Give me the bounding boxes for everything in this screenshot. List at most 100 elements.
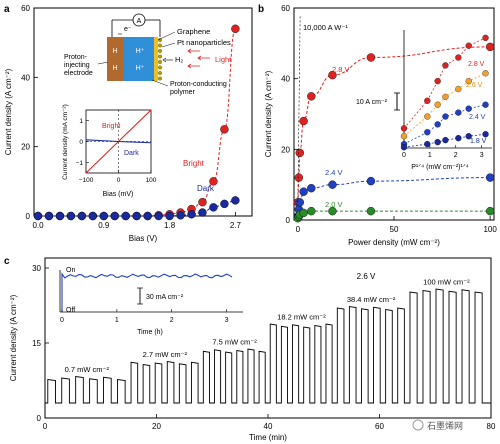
electrode-label-3: electrode <box>64 70 93 77</box>
inset-b-point <box>424 140 431 148</box>
pt-particle <box>157 54 162 59</box>
y-axis-label-c: Current density (A cm⁻²) <box>9 294 18 381</box>
h-atom-label-2: H <box>112 65 117 72</box>
light-label: Light <box>215 55 232 64</box>
x-tick-label-a: 0.9 <box>98 221 110 230</box>
pt-particle <box>157 49 162 54</box>
polymer-block <box>124 37 154 81</box>
inset-a-y-tick-label: 1 <box>79 118 83 125</box>
inset-c-on-label: On <box>66 267 75 274</box>
inset-b-point <box>465 42 472 49</box>
y-axis-label-b: Current density (A cm⁻²) <box>264 70 273 157</box>
data-point-b <box>485 206 495 216</box>
inset-c-x-tick-label: 0 <box>60 317 64 324</box>
inset-b-point <box>442 93 449 101</box>
watermark-logo-icon <box>412 419 424 431</box>
dark-label: Dark <box>197 184 215 193</box>
inset-b-label-1-8v: 1.8 V <box>470 138 487 145</box>
data-point-b <box>299 116 308 126</box>
inset-a-x-tick-label: 0 <box>117 177 121 184</box>
y-axis-label-a: Current density (A cm⁻²) <box>4 68 13 155</box>
inset-b-point <box>455 135 462 142</box>
inset-b-point <box>400 125 408 132</box>
inset-b-point <box>442 136 449 144</box>
data-point-dark <box>33 211 43 221</box>
pt-particle <box>157 43 162 48</box>
y-tick-label-b: 0 <box>286 216 291 225</box>
inset-b-point <box>424 129 431 136</box>
pt-label: Pt nanoparticles <box>177 38 231 47</box>
data-point-b <box>295 148 304 158</box>
x-tick-label-b: 50 <box>390 225 399 234</box>
watermark: 石墨烯网 <box>412 419 463 431</box>
inset-b-marks <box>400 34 489 151</box>
inset-c-scalebar-label: 30 mA cm⁻² <box>146 294 184 301</box>
bright-label: Bright <box>183 159 205 168</box>
inset-b-x-tick-label: 1 <box>428 152 432 159</box>
inset-b-label-2-8v: 2.8 V <box>468 61 485 68</box>
data-point-b <box>485 173 495 182</box>
scalebar-b: 10 A cm⁻² <box>356 92 400 111</box>
inset-b-point <box>424 113 431 120</box>
y-tick-label-c: 0 <box>37 414 42 423</box>
y-ticks-c: 0 15 30 <box>32 264 49 423</box>
inset-b-point <box>434 77 441 85</box>
graphene-layer <box>154 37 158 81</box>
x-axis-label-b: Power density (mW cm⁻²) <box>348 238 440 247</box>
watermark-text: 石墨烯网 <box>427 420 463 431</box>
power-label: 0.7 mW cm⁻² <box>65 365 110 374</box>
data-point-dark <box>132 211 141 221</box>
x-tick-label-c: 60 <box>375 422 384 431</box>
y-tick-label-a: 0 <box>26 212 31 221</box>
inset-b-point <box>434 101 441 108</box>
electrode-block <box>107 37 124 81</box>
x-axis-label-a: Bias (V) <box>129 234 158 243</box>
data-point-b <box>295 198 304 207</box>
inset-b: 0 1 2 3 P¹ᐟ⁴ (mW cm⁻²)¹ᐟ⁴ 2.8 V 2.6 V 2.4 V… <box>400 30 492 171</box>
inset-b-point <box>455 85 462 93</box>
graphene-label: Graphene <box>177 27 210 36</box>
power-label: 100 mW cm⁻² <box>423 278 470 287</box>
data-point-b <box>366 53 376 62</box>
inset-a-line-dark <box>85 139 152 144</box>
bias-label-c: 2.6 V <box>357 272 376 281</box>
data-point-b <box>366 176 376 186</box>
data-point-bright <box>220 125 229 134</box>
inset-c-ticks: 0 1 2 3 <box>60 309 229 324</box>
inset-b-x-tick-label: 3 <box>480 152 484 159</box>
data-point-dark <box>231 196 240 205</box>
data-point-b <box>294 173 304 182</box>
inset-b-point <box>465 133 472 140</box>
data-point-dark <box>121 211 130 221</box>
data-point-dark <box>99 211 108 221</box>
inset-b-x-tick-label: 0 <box>402 152 406 159</box>
data-point-dark <box>110 211 119 221</box>
axes-frame-b <box>293 7 495 221</box>
data-marks-a <box>33 24 240 221</box>
power-label: 2.7 mW cm⁻² <box>143 350 188 359</box>
inset-b-xlabel: P¹ᐟ⁴ (mW cm⁻²)¹ᐟ⁴ <box>411 164 469 171</box>
panel-letter-c: c <box>4 256 10 267</box>
inset-b-label-2-4v: 2.4 V <box>469 114 486 121</box>
data-point-dark <box>88 211 98 221</box>
data-point-b <box>299 208 308 218</box>
y-ticks-a: 0 20 40 60 <box>21 4 38 221</box>
x-tick-label-b: 100 <box>483 225 497 234</box>
light-arrows <box>187 48 210 69</box>
inset-b-point <box>482 131 489 138</box>
inset-a-xlabel: Bias (mV) <box>103 191 134 198</box>
inset-c-xlabel: Time (h) <box>137 329 163 336</box>
x-tick-label-c: 20 <box>152 422 161 431</box>
data-point-dark <box>55 211 65 221</box>
data-point-dark <box>44 211 54 221</box>
y-tick-label-a: 20 <box>21 143 30 152</box>
x-tick-label-c: 0 <box>43 422 48 431</box>
data-point-bright <box>209 177 218 186</box>
polymer-label-2: polymer <box>170 89 196 96</box>
data-point-dark <box>77 211 87 221</box>
inset-b-point <box>442 62 449 69</box>
series-label-2-8v: 2.8 V <box>332 65 350 74</box>
x-tick-label-c: 80 <box>487 422 496 431</box>
